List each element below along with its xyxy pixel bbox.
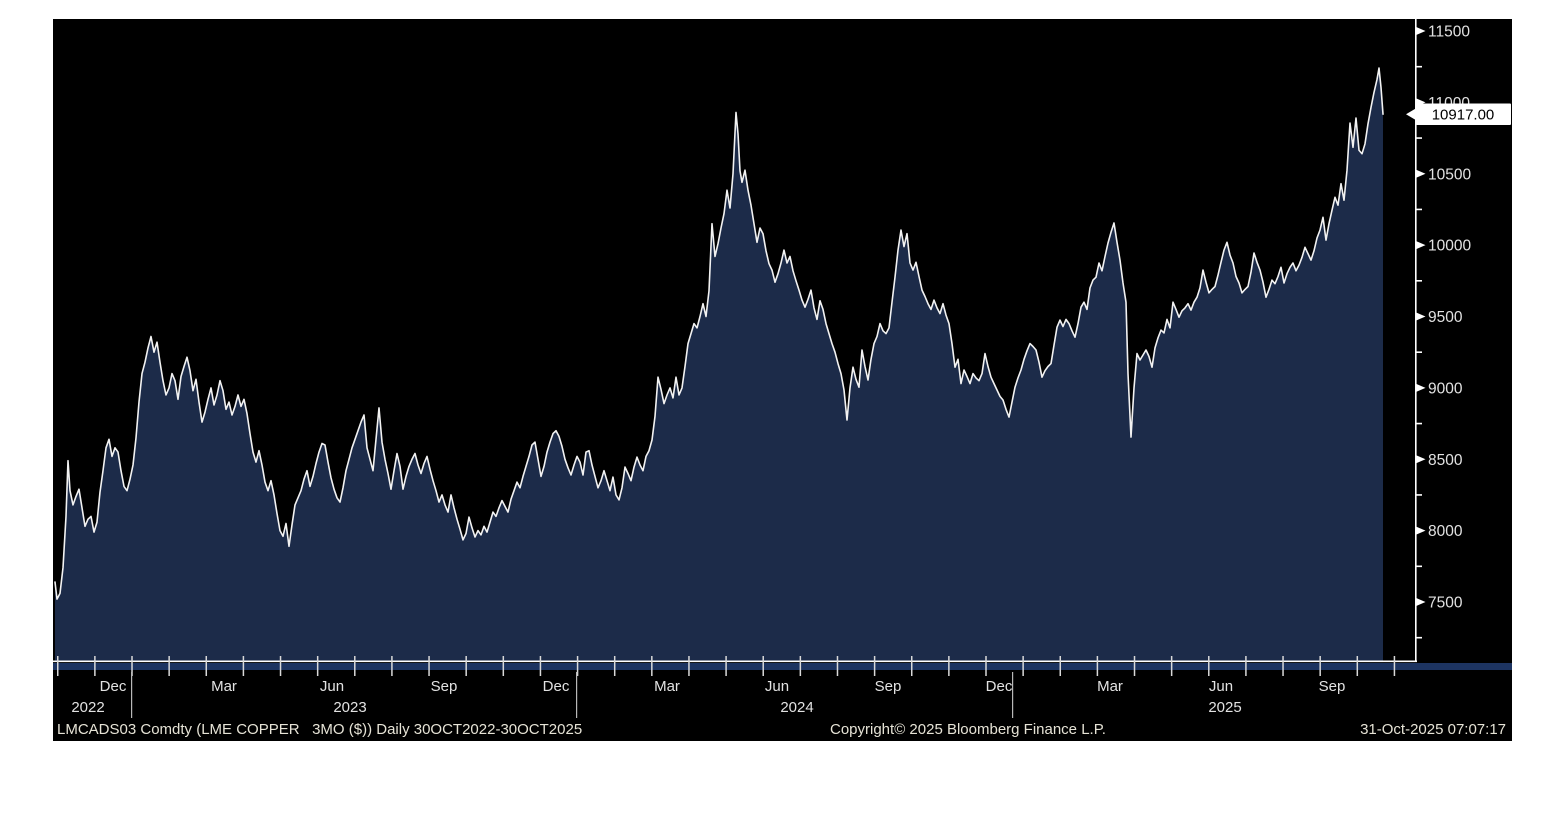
chart-timestamp: 31-Oct-2025 07:07:17 [1360, 721, 1506, 738]
bloomberg-terminal-screenshot: { "footer": { "security": "LMCADS03 Comd… [53, 19, 1512, 741]
y-axis-major-tick [1415, 597, 1426, 607]
x-axis-month-label: Mar [211, 678, 237, 695]
x-axis-month-tick [1059, 656, 1062, 676]
y-axis-label: 9500 [1428, 309, 1463, 326]
x-axis-month-label: Jun [1209, 678, 1233, 695]
x-axis-month-tick [1245, 656, 1247, 676]
x-axis-month-tick [539, 656, 542, 676]
x-axis-month-label: Dec [986, 678, 1013, 695]
x-axis-month-tick [168, 656, 170, 676]
x-axis-year-label: 2023 [333, 699, 366, 716]
x-axis-month-tick [1170, 656, 1173, 676]
x-axis-month-tick [725, 656, 727, 676]
x-axis-month-tick [57, 656, 59, 676]
y-axis-label: 9000 [1428, 380, 1463, 397]
x-axis-month-label: Sep [875, 678, 902, 695]
y-axis-major-tick [1415, 240, 1426, 250]
y-axis-major-tick [1415, 26, 1426, 36]
x-axis-month-label: Jun [765, 678, 789, 695]
x-axis-month-tick [465, 656, 467, 676]
x-axis-month-tick [948, 656, 950, 676]
year-separator-line [1012, 672, 1014, 718]
price-line [54, 67, 1384, 600]
y-axis-minor-tick [1415, 422, 1422, 425]
y-axis-minor-tick [1415, 351, 1422, 353]
security-description: LMCADS03 Comdty (LME COPPER 3MO ($)) Dai… [57, 721, 583, 738]
copyright-notice: Copyright© 2025 Bloomberg Finance L.P. [830, 721, 1106, 738]
price-chart[interactable]: 1150011000105001000095009000850080007500… [53, 19, 1512, 741]
year-separator-line [131, 672, 133, 718]
x-axis-month-label: Mar [654, 678, 680, 695]
x-axis-line [53, 660, 1417, 663]
year-separator-line [576, 672, 578, 718]
x-axis-month-tick [242, 656, 245, 676]
x-axis-month-tick [316, 656, 319, 676]
x-axis-month-tick [428, 656, 430, 676]
x-axis-month-tick [985, 656, 987, 676]
y-axis-minor-tick [1415, 137, 1422, 139]
y-axis-label: 7500 [1428, 595, 1463, 612]
chart-area[interactable]: 11500 11000 10500 10000 9500 9000 8500 8000 7500… [53, 19, 1512, 741]
x-axis-month-label: Dec [543, 678, 570, 695]
last-price-arrow [1406, 107, 1417, 121]
x-axis-year-label: 2024 [780, 699, 813, 716]
x-axis-month-tick [1022, 656, 1024, 676]
x-axis-month-tick [762, 656, 764, 676]
y-axis-label: 8000 [1428, 523, 1463, 540]
y-axis-minor-tick [1415, 280, 1422, 282]
x-axis-month-tick [205, 656, 208, 676]
y-axis-minor-tick [1415, 636, 1422, 639]
x-axis-month-tick [354, 656, 356, 676]
x-axis-month-tick [131, 656, 133, 676]
x-axis-month-tick [1393, 656, 1396, 676]
x-axis-month-tick [873, 656, 876, 676]
last-price-badge [1416, 103, 1511, 126]
x-axis-month-label: Sep [1319, 678, 1346, 695]
y-axis-major-tick [1415, 383, 1426, 393]
x-axis-month-tick [94, 656, 96, 676]
x-axis-month-tick [799, 656, 802, 676]
y-axis-line [1415, 19, 1417, 662]
y-axis-major-tick [1415, 454, 1426, 464]
y-axis-minor-tick [1415, 65, 1422, 68]
x-axis-month-tick [502, 656, 505, 676]
x-axis-month-label: Dec [100, 678, 127, 695]
x-axis-month-tick [910, 656, 913, 676]
y-axis-major-tick [1415, 169, 1426, 179]
x-axis-month-tick [688, 656, 690, 676]
x-axis-month-tick [1208, 656, 1210, 676]
x-axis-month-tick [391, 656, 393, 676]
x-axis-month-tick [1096, 656, 1099, 676]
y-axis-major-tick [1415, 312, 1426, 321]
x-axis-year-label: 2022 [71, 699, 104, 716]
y-axis-minor-tick [1415, 208, 1422, 211]
x-axis-month-tick [836, 656, 839, 676]
x-axis-month-tick [1356, 656, 1359, 676]
price-area-fill [55, 68, 1383, 663]
x-axis-month-tick [279, 656, 282, 676]
y-axis-label: 10000 [1428, 238, 1471, 255]
x-axis-month-tick [1319, 656, 1321, 676]
last-price-value: 10917.00 [1432, 107, 1495, 124]
x-axis-year-label: 2025 [1208, 699, 1241, 716]
x-axis-month-tick [651, 656, 653, 676]
x-axis-month-tick [576, 656, 579, 676]
chart-footer: LMCADS03 Comdty (LME COPPER 3MO ($)) Dai… [53, 720, 1512, 741]
x-axis-month-label: Mar [1097, 678, 1123, 695]
x-axis-month-label: Jun [320, 678, 344, 695]
y-axis-label: 11500 [1428, 24, 1470, 41]
y-axis-minor-tick [1415, 494, 1422, 496]
x-axis-month-tick [1282, 656, 1284, 676]
y-axis-minor-tick [1415, 565, 1422, 568]
x-axis-month-tick [1133, 656, 1136, 676]
y-axis-major-tick [1415, 526, 1426, 536]
x-axis-bar [53, 663, 1512, 670]
y-axis-label: 10500 [1428, 166, 1471, 183]
x-axis-month-label: Sep [431, 678, 458, 695]
x-axis-month-tick [613, 656, 616, 676]
y-axis-label: 8500 [1428, 452, 1463, 469]
